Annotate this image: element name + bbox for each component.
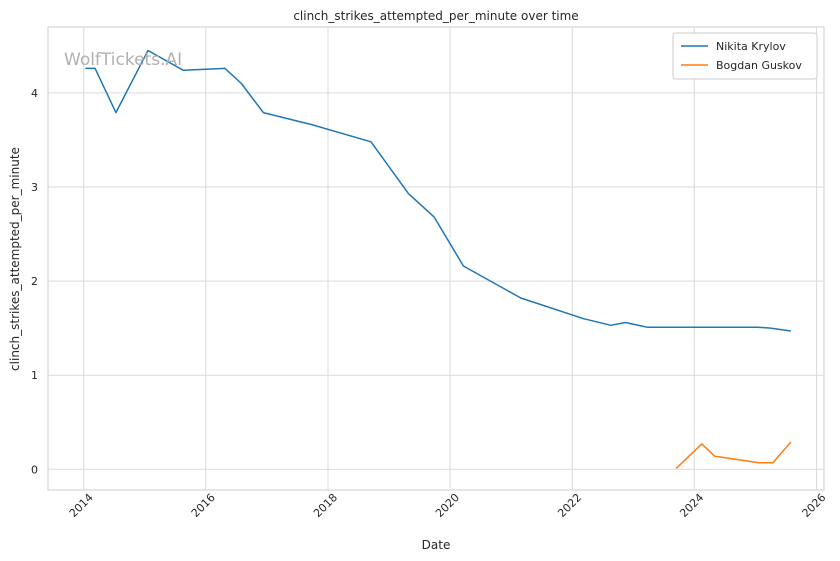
y-tick-label: 2 bbox=[31, 275, 38, 288]
y-axis-title: clinch_strikes_attempted_per_minute bbox=[8, 147, 22, 371]
x-tick-label: 2026 bbox=[800, 491, 829, 520]
grid-layer bbox=[48, 27, 824, 490]
y-tick-label: 4 bbox=[31, 87, 38, 100]
x-tick-label: 2018 bbox=[311, 491, 340, 520]
legend: Nikita Krylov Bogdan Guskov bbox=[672, 32, 818, 80]
series-layer bbox=[85, 49, 792, 469]
x-tick-label: 2016 bbox=[189, 491, 218, 520]
x-axis-title: Date bbox=[422, 538, 451, 552]
series-line-bogdan-guskov bbox=[675, 441, 792, 469]
plot-area bbox=[47, 26, 825, 491]
x-tick-label: 2020 bbox=[433, 491, 462, 520]
legend-label-nikita-krylov: Nikita Krylov bbox=[716, 40, 786, 53]
y-tick-label: 3 bbox=[31, 181, 38, 194]
watermark: WolfTickets.AI bbox=[64, 50, 182, 70]
y-tick-labels: 0 1 2 3 4 bbox=[31, 87, 38, 476]
x-tick-label: 2014 bbox=[67, 491, 96, 520]
y-tick-label: 1 bbox=[31, 369, 38, 382]
x-tick-label: 2022 bbox=[555, 491, 584, 520]
y-tick-label: 0 bbox=[31, 463, 38, 476]
legend-box bbox=[672, 32, 818, 80]
chart-title: clinch_strikes_attempted_per_minute over… bbox=[293, 9, 578, 23]
x-tick-label: 2024 bbox=[677, 491, 706, 520]
legend-label-bogdan-guskov: Bogdan Guskov bbox=[716, 59, 802, 72]
x-tick-labels: 2014 2016 2018 2020 2022 2024 2026 bbox=[67, 491, 829, 520]
